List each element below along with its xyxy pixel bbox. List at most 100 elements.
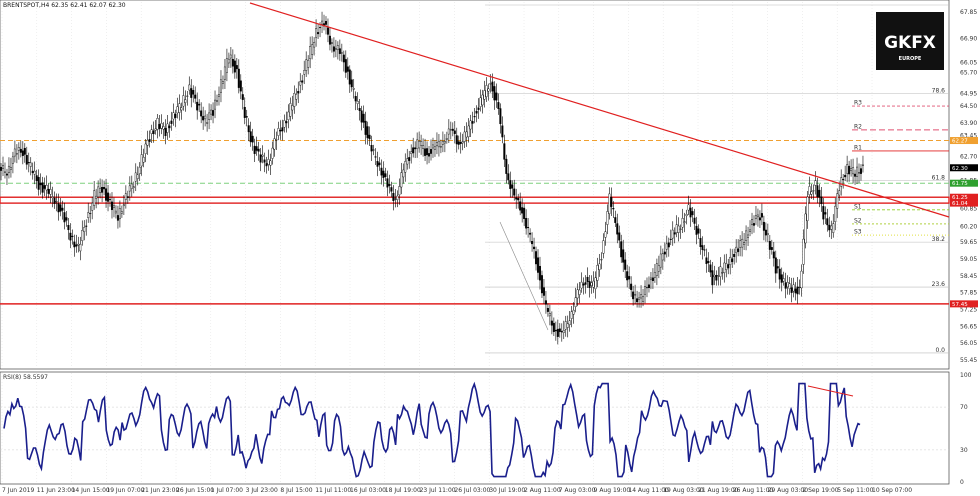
candle-body bbox=[408, 157, 411, 161]
level-tag bbox=[950, 179, 978, 187]
pivot-label: S3 bbox=[854, 229, 862, 236]
candle-body bbox=[644, 286, 647, 295]
candle-body bbox=[677, 225, 680, 233]
price-tick: 66.90 bbox=[960, 36, 977, 43]
candle-body bbox=[542, 287, 545, 296]
candle-body bbox=[422, 145, 425, 149]
candle-body bbox=[703, 249, 706, 251]
candle-body bbox=[433, 146, 436, 150]
candle-body bbox=[531, 241, 534, 245]
candle-body bbox=[39, 182, 42, 186]
candle-body bbox=[120, 211, 123, 214]
candle-body bbox=[846, 164, 849, 174]
candle-body bbox=[548, 313, 551, 317]
candle-body bbox=[27, 162, 30, 164]
candle-body bbox=[560, 331, 563, 333]
candle-body bbox=[816, 185, 819, 198]
candle-body bbox=[576, 289, 579, 299]
candle-body bbox=[340, 52, 343, 54]
candle-body bbox=[768, 241, 771, 250]
candle-body bbox=[600, 259, 603, 261]
candle-body bbox=[723, 262, 726, 274]
candle-body bbox=[850, 168, 853, 171]
candle-body bbox=[812, 190, 815, 192]
candle-body bbox=[796, 286, 799, 295]
candle-body bbox=[53, 197, 56, 204]
candle-body bbox=[184, 99, 187, 103]
candle-body bbox=[523, 207, 526, 220]
candle-body bbox=[497, 102, 500, 109]
candle-body bbox=[134, 172, 137, 182]
candle-body bbox=[150, 129, 153, 134]
candle-body bbox=[43, 185, 46, 189]
candle-body bbox=[299, 81, 302, 86]
candle-body bbox=[47, 188, 50, 194]
time-tick: 8 Jul 15:00 bbox=[280, 487, 312, 494]
level-tag-text: 61.04 bbox=[952, 201, 968, 207]
candle-body bbox=[380, 167, 383, 176]
candle-body bbox=[649, 277, 652, 280]
candle-body bbox=[574, 297, 577, 308]
candle-body bbox=[749, 229, 752, 232]
candle-body bbox=[326, 27, 329, 35]
candle-body bbox=[822, 206, 825, 220]
candle-body bbox=[396, 195, 399, 200]
candle-body bbox=[378, 162, 381, 166]
candle-body bbox=[499, 108, 502, 125]
level-tag-text: 57.45 bbox=[952, 302, 968, 308]
candle-body bbox=[525, 218, 528, 229]
candle-body bbox=[764, 229, 767, 236]
candle-body bbox=[570, 311, 573, 319]
candle-body bbox=[657, 265, 660, 272]
candle-body bbox=[582, 283, 585, 286]
candle-body bbox=[128, 185, 131, 192]
candle-body bbox=[170, 120, 173, 124]
candle-body bbox=[594, 277, 597, 290]
time-tick: 26 Jul 03:00 bbox=[454, 487, 490, 494]
candle-body bbox=[311, 44, 314, 55]
candle-body bbox=[360, 110, 363, 123]
candle-body bbox=[455, 135, 458, 145]
candle-body bbox=[471, 121, 474, 124]
candle-body bbox=[634, 294, 637, 296]
candle-body bbox=[806, 196, 809, 221]
candle-body bbox=[733, 253, 736, 258]
candle-body bbox=[800, 270, 803, 289]
candle-body bbox=[647, 284, 650, 289]
candle-body bbox=[572, 309, 575, 315]
price-tick: 58.45 bbox=[960, 273, 977, 280]
candle-body bbox=[255, 146, 258, 151]
candle-body bbox=[616, 223, 619, 235]
candle-body bbox=[598, 263, 601, 270]
price-tick: 67.85 bbox=[960, 9, 977, 16]
candle-body bbox=[317, 32, 320, 35]
horizontal-levels bbox=[0, 140, 950, 305]
candle-body bbox=[283, 120, 286, 128]
candle-body bbox=[305, 59, 308, 71]
candle-body bbox=[578, 289, 581, 295]
candle-body bbox=[418, 141, 421, 149]
candle-body bbox=[130, 183, 133, 189]
candle-body bbox=[182, 95, 185, 107]
candle-body bbox=[820, 196, 823, 205]
pivot-label: R2 bbox=[854, 123, 862, 130]
candle-body bbox=[110, 201, 113, 211]
candle-body bbox=[107, 192, 110, 202]
candle-body bbox=[138, 166, 141, 175]
candle-body bbox=[259, 154, 262, 163]
pivot-lines: R3 R2 R1 S1 S2 S3 bbox=[852, 100, 949, 236]
candle-body bbox=[73, 241, 76, 248]
candle-body bbox=[204, 115, 207, 120]
candle-body bbox=[384, 173, 387, 178]
candle-body bbox=[858, 172, 861, 174]
candle-body bbox=[437, 140, 440, 148]
candle-body bbox=[63, 212, 66, 223]
candle-body bbox=[233, 60, 236, 73]
candle-body bbox=[529, 232, 532, 235]
candle-body bbox=[330, 42, 333, 44]
candle-body bbox=[89, 213, 92, 215]
time-tick: 7 Jun 2019 bbox=[2, 487, 34, 494]
candle-body bbox=[834, 205, 837, 222]
candle-body bbox=[261, 154, 264, 157]
